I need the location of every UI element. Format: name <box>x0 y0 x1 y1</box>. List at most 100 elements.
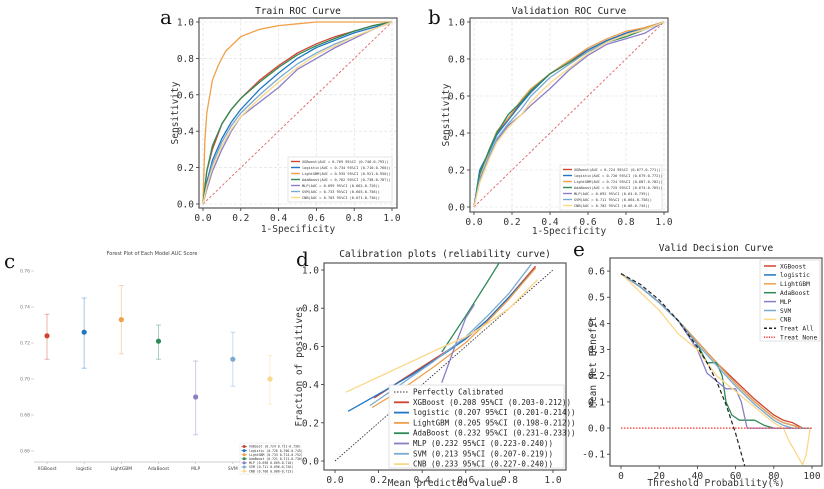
legend-label: LightGBM (0.733 0.714-0.752) <box>249 453 303 457</box>
legend-label: logistic <box>780 272 810 279</box>
y-tick-label: 0.2 <box>588 371 605 382</box>
auc-point-mlp <box>193 394 199 400</box>
legend-label: AdaBoost(AUC = 0.762 95%CI (0.738-0.787)… <box>302 178 391 182</box>
panel-label: e <box>573 237 585 261</box>
series-line-logistic <box>202 21 393 205</box>
chance-diagonal-line <box>202 21 393 205</box>
axes-frame <box>609 257 823 467</box>
x-tick-label: 0.4 <box>541 217 558 228</box>
x-axis-label: Mean predicted value <box>388 478 503 489</box>
chart-title: Forest Plot of Each Model AUC Score <box>107 251 198 257</box>
y-tick-label: 0.70 <box>20 377 30 383</box>
x-tick-label: 0.2 <box>370 475 387 486</box>
legend-label: AdaBoost(AUC = 0.725 95%CI (0.674-0.765)… <box>574 186 663 190</box>
auc-point-cnb <box>267 376 273 382</box>
legend: XGBoost(AUC = 0.724 95%CI (0.677-0.771))… <box>559 164 663 211</box>
y-axis-label: Sensitivity <box>170 81 181 144</box>
series-line-adaboost <box>441 263 500 353</box>
legend-box <box>287 156 393 203</box>
y-tick-label: 1.0 <box>302 266 319 277</box>
x-tick-label: 0 <box>618 471 624 482</box>
legend-label: SVM(AUC = 0.733 95%CI (0.603-0.758)) <box>302 190 380 194</box>
y-tick-label: 0.0 <box>177 200 194 211</box>
plot-area <box>202 21 393 205</box>
legend-box <box>239 442 285 475</box>
x-tick-label: 100 <box>803 471 820 482</box>
x-tick-label: 0.0 <box>194 213 211 224</box>
legend-label: MLP(AUC = 0.699 95%CI (0.662-0.726)) <box>302 184 380 188</box>
legend-label: CNB(AUC = 0.702 95%CI (0.66-0.745)) <box>574 204 650 208</box>
y-tick-label: 0.4 <box>588 319 605 330</box>
legend-label: logistic (0.726 0.706-0.745) <box>249 449 303 453</box>
x-tick-label: 0.6 <box>308 213 325 224</box>
x-tick-label: 0.2 <box>503 217 520 228</box>
y-axis-label: Mean Net Benefit <box>588 316 599 408</box>
series-line-cnb <box>345 279 539 393</box>
panel-e: e Valid Decision Curve 0 20 40 60 80 100 -0.1 0.0… <box>573 237 823 489</box>
y-tick-label: 0.2 <box>177 163 194 174</box>
panel-b: b Validation ROC Curve 0.0 0.2 0.4 0.6 0.8 1.0 0… <box>428 5 673 237</box>
legend-label: MLP (0.232 95%CI (0.223-0.240)) <box>413 439 553 448</box>
x-axis-label: 1-Specificity <box>261 224 336 235</box>
legend-label: Perfectly Calibrated <box>413 388 503 397</box>
series-line-cnb <box>473 21 665 208</box>
legend-label: LightGBM <box>780 281 810 288</box>
series-line-treat-all <box>620 273 746 466</box>
y-tick-label: 0.0 <box>302 457 319 468</box>
legend-label: XGBoost (0.208 95%CI (0.203-0.212)) <box>413 398 571 407</box>
x-tick-label: 0.6 <box>457 475 474 486</box>
legend-box <box>388 384 565 469</box>
x-tick-label: 0.6 <box>579 217 596 228</box>
legend-label: SVM <box>780 308 791 315</box>
chart-title: Valid Decision Curve <box>659 243 774 254</box>
x-tick-label: 80 <box>768 471 780 482</box>
series-line-svm <box>620 273 812 429</box>
chart-title: Calibration plots (reliability curve) <box>339 249 551 260</box>
auc-point-svm <box>230 356 236 362</box>
legend-label: XGBoost(AUC = 0.769 95%CI (0.746-0.793)) <box>302 160 389 164</box>
x-tick-label: MLP <box>191 466 200 472</box>
legend-label: logistic (0.207 95%CI (0.201-0.214)) <box>413 408 576 417</box>
legend-label: CNB <box>780 317 791 324</box>
series-line-mlp <box>473 21 665 208</box>
y-tick-label: 0.6 <box>588 267 605 278</box>
panel-label: c <box>4 249 15 273</box>
legend-marker <box>242 449 246 453</box>
y-tick-label: 1.0 <box>448 18 465 29</box>
y-tick-label: 0.5 <box>588 293 605 304</box>
y-axis-label: Fraction of positives <box>294 306 305 426</box>
legend-marker <box>242 469 246 473</box>
legend-label: MLP (0.690 0.669-0.710) <box>249 461 293 465</box>
x-tick-label: 0.0 <box>465 217 482 228</box>
axes-frame <box>469 17 669 213</box>
y-tick-label: 0.6 <box>302 342 319 353</box>
auc-point-lightgbm <box>118 317 124 323</box>
x-tick-label: SVM <box>228 466 238 472</box>
legend-label: SVM (0.711 0.696-0.726) <box>249 465 293 469</box>
legend-label: LightGBM(AUC = 0.724 95%CI (0.687-0.782)… <box>574 180 663 184</box>
panel-d: d Calibration plots (reliability curve) 0.… <box>294 247 576 489</box>
y-tick-label: 0.0 <box>448 203 465 214</box>
panel-c: c Forest Plot of Each Model AUC Score 0.66… <box>4 249 303 475</box>
x-tick-label: 0.8 <box>501 475 518 486</box>
x-tick-label: LightGBM <box>110 466 132 472</box>
perfectly-calibrated-line <box>334 269 554 462</box>
legend-label: CNB(AUC = 0.703 95%CI (0.671-0.736)) <box>302 196 380 200</box>
legend-label: AdaBoost (0.721 0.711-0.730) <box>249 457 303 461</box>
y-tick-label: -0.1 <box>582 450 605 461</box>
y-tick-label: 0.74 <box>20 305 30 311</box>
axes-frame <box>323 262 567 471</box>
chance-diagonal-line <box>473 21 665 208</box>
legend-marker <box>242 457 246 461</box>
x-tick-label: 0.0 <box>326 475 343 486</box>
x-axis-label: Threshold Probability(%) <box>647 478 784 489</box>
legend-label: XGBoost <box>780 263 806 270</box>
x-tick-label: XGBoost <box>37 466 57 472</box>
x-tick-label: logistic <box>76 466 92 472</box>
legend-label: CNB (0.233 95%CI (0.227-0.240)) <box>413 460 553 469</box>
x-tick-label: 0.4 <box>414 475 431 486</box>
x-tick-label: 0.8 <box>346 213 363 224</box>
y-tick-label: 1.0 <box>177 18 194 29</box>
